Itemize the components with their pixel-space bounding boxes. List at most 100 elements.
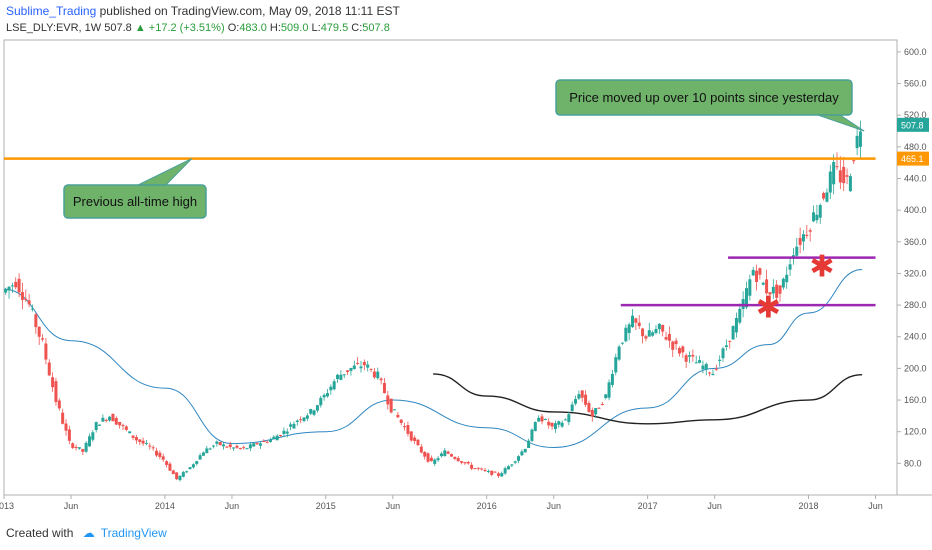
candle-body <box>396 414 400 418</box>
x-tick-label: 2015 <box>316 501 336 511</box>
candle-body <box>543 419 547 421</box>
candle-body <box>232 447 236 449</box>
candle-body <box>456 458 460 462</box>
candle-body <box>721 348 725 359</box>
candle-body <box>10 285 14 287</box>
price-label-box <box>897 117 929 132</box>
candle-body <box>282 430 286 435</box>
candle-body <box>835 166 839 168</box>
candle-body <box>108 416 112 421</box>
x-tick-label: 2013 <box>0 501 14 511</box>
candle-body <box>222 444 226 447</box>
candle-body <box>698 360 702 363</box>
candle-body <box>148 445 152 447</box>
candle-body <box>349 367 353 371</box>
candle-body <box>677 348 681 354</box>
x-tick-label: Jun <box>707 501 722 511</box>
candle-body <box>818 205 822 218</box>
candle-body <box>527 440 531 449</box>
candle-body <box>376 371 380 379</box>
candle-body <box>651 332 655 336</box>
asterisk-marker: ✱ <box>756 291 781 326</box>
candle-body <box>332 381 336 390</box>
candle-body <box>305 415 309 419</box>
candle-body <box>533 422 537 431</box>
candle-body <box>262 441 266 443</box>
author-link[interactable]: Sublime_Trading <box>6 4 97 18</box>
candle-body <box>205 448 209 454</box>
candle-body <box>634 318 638 323</box>
candle-body <box>279 435 283 437</box>
candle-body <box>51 377 55 388</box>
candle-body <box>443 450 447 457</box>
candle-body <box>47 362 51 376</box>
tradingview-brand-link[interactable]: TradingView <box>100 526 167 540</box>
candle-body <box>114 418 118 425</box>
candle-body <box>30 308 34 310</box>
candle-body <box>476 467 480 469</box>
candle-body <box>245 448 249 450</box>
candle-body <box>20 292 24 300</box>
candle-body <box>681 346 685 353</box>
candle-body <box>714 368 718 370</box>
candle-body <box>553 423 557 430</box>
candle-body <box>315 405 319 411</box>
candle-body <box>734 317 738 333</box>
callout-text: Price moved up over 10 points since yest… <box>569 90 839 105</box>
candle-body <box>128 431 132 434</box>
candle-body <box>688 355 692 357</box>
candle-body <box>711 373 715 376</box>
candle-body <box>403 426 407 428</box>
candle-body <box>738 308 742 323</box>
candle-body <box>530 429 534 441</box>
candle-body <box>339 374 343 380</box>
candle-body <box>77 447 81 449</box>
candle-body <box>54 381 58 402</box>
candle-body <box>71 443 75 448</box>
candle-body <box>718 359 722 361</box>
candle-body <box>362 361 366 366</box>
candle-body <box>181 472 185 477</box>
candle-body <box>319 397 323 406</box>
candle-body <box>788 264 792 270</box>
candle-body <box>637 322 641 327</box>
candle-body <box>352 365 356 370</box>
candle-body <box>178 475 182 481</box>
candle-body <box>617 346 621 360</box>
price-change: +17.2 (+3.51%) <box>148 22 225 34</box>
candle-body <box>168 463 172 471</box>
tradingview-logo-icon[interactable]: ☁ <box>82 526 95 540</box>
candle-body <box>155 450 159 456</box>
candle-body <box>356 362 360 364</box>
candle-body <box>838 170 842 183</box>
y-tick-label: 240.0 <box>904 332 927 342</box>
open-value: 483.0 <box>239 22 267 34</box>
candle-body <box>610 373 614 385</box>
candle-body <box>620 342 624 344</box>
candle-body <box>600 404 604 406</box>
candle-body <box>654 329 658 334</box>
y-tick-label: 480.0 <box>904 142 927 152</box>
candle-body <box>627 324 631 334</box>
candle-body <box>359 366 363 369</box>
candle-body <box>684 355 688 362</box>
candle-body <box>496 473 500 476</box>
close-label: C: <box>351 22 363 34</box>
candle-body <box>4 288 8 293</box>
candle-body <box>744 288 748 308</box>
y-tick-label: 400.0 <box>904 205 927 215</box>
callout-pointer <box>133 158 193 188</box>
candle-body <box>614 357 618 373</box>
candle-body <box>342 374 346 376</box>
candle-body <box>44 343 48 360</box>
candle-body <box>694 362 698 364</box>
candle-body <box>329 386 333 391</box>
candle-body <box>188 467 192 470</box>
candle-body <box>781 278 785 288</box>
candle-body <box>158 452 162 457</box>
candle-body <box>299 419 303 421</box>
candle-body <box>453 457 457 459</box>
candle-body <box>138 439 142 442</box>
candle-body <box>828 171 832 193</box>
